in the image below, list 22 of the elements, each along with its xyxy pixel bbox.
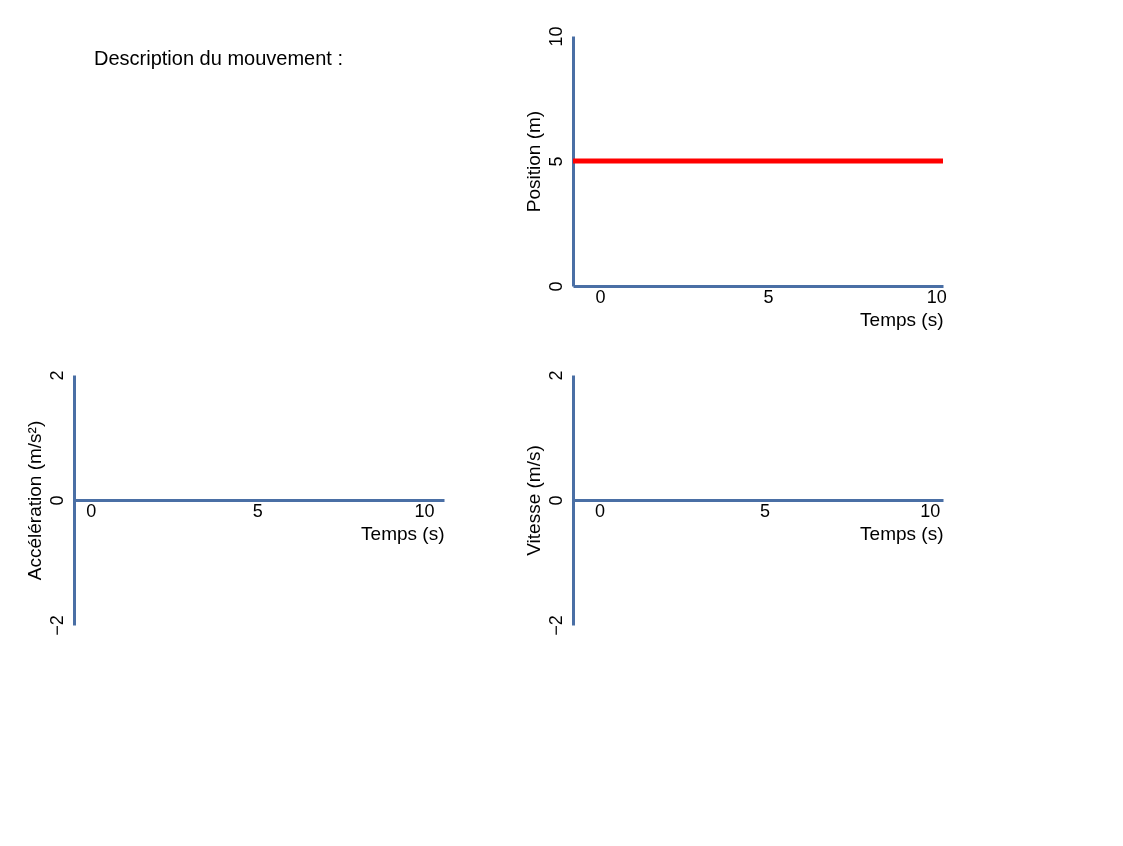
y-tick-label: 2 [545,370,566,381]
y-tick-label: 5 [545,156,566,167]
x-tick-label: 5 [760,500,771,521]
x-tick-label: 0 [594,500,605,521]
y-axis-title: Vitesse (m/s) [522,445,544,556]
text: Description du mouvement : [94,47,344,70]
y-tick-label: −2 [545,615,566,636]
x-tick-label: 5 [252,500,263,521]
x-tick-label: 0 [595,286,606,307]
y-axis-title: Accélération (m/s²) [23,420,45,581]
x-tick-label: 10 [926,286,947,307]
y-tick-label: −2 [46,615,67,636]
x-tick-label: 10 [920,500,941,521]
x-tick-label: 10 [414,500,435,521]
y-axis-title: Position (m) [522,110,544,213]
x-axis-title: Temps (s) [860,522,944,544]
y-tick-label: 10 [545,26,566,47]
x-axis-title: Temps (s) [860,308,944,330]
x-tick-label: 0 [86,500,97,521]
x-axis-title: Temps (s) [361,522,445,544]
y-tick-label: 2 [46,370,67,381]
x-tick-label: 5 [763,286,774,307]
